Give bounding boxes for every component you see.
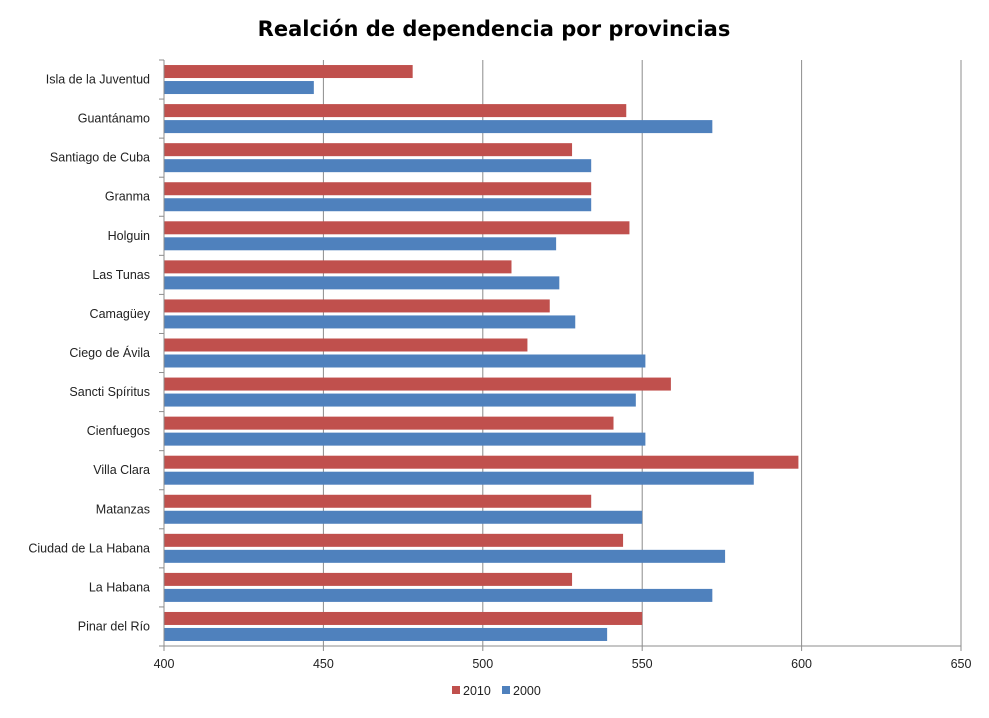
bar-2000-9 <box>164 432 646 446</box>
category-label: Guantánamo <box>78 112 150 126</box>
category-label: Ciego de Ávila <box>69 345 150 360</box>
category-label: Pinar del Río <box>78 619 150 633</box>
axes <box>159 59 962 651</box>
legend: 2010 2000 <box>452 684 541 698</box>
bar-2000-4 <box>164 237 557 251</box>
bar-2010-7 <box>164 338 528 352</box>
bar-2000-13 <box>164 588 713 602</box>
category-label: Holguin <box>108 229 150 243</box>
category-label: Las Tunas <box>92 268 150 282</box>
bar-2010-2 <box>164 143 573 157</box>
category-label: La Habana <box>89 580 150 594</box>
bar-2000-8 <box>164 393 636 407</box>
category-label: Isla de la Juventud <box>46 73 150 87</box>
chart-title: Realción de dependencia por provincias <box>258 17 731 41</box>
bar-2010-0 <box>164 65 413 79</box>
category-label: Villa Clara <box>93 463 150 477</box>
x-tick-label-450: 450 <box>313 657 334 671</box>
bar-2000-14 <box>164 627 608 641</box>
category-label: Matanzas <box>96 502 150 516</box>
bars <box>164 65 799 641</box>
bar-2010-8 <box>164 377 671 391</box>
bar-2000-0 <box>164 81 314 95</box>
category-labels: Isla de la Juventud Guantánamo Santiago de… <box>28 73 150 634</box>
bar-2000-6 <box>164 315 576 329</box>
bar-2000-10 <box>164 471 754 485</box>
bar-2000-2 <box>164 159 592 173</box>
bar-2000-5 <box>164 276 560 290</box>
bar-2000-12 <box>164 549 726 563</box>
bar-2010-12 <box>164 533 624 547</box>
x-tick-label-400: 400 <box>154 657 175 671</box>
bar-2010-1 <box>164 104 627 118</box>
category-label: Cienfuegos <box>87 424 150 438</box>
bar-2000-3 <box>164 198 592 212</box>
bar-2010-3 <box>164 182 592 196</box>
bar-2000-7 <box>164 354 646 368</box>
bar-2010-9 <box>164 416 614 430</box>
category-label: Camagüey <box>90 307 151 321</box>
x-tick-label-600: 600 <box>791 657 812 671</box>
legend-swatch-2000 <box>502 686 510 694</box>
category-label: Santiago de Cuba <box>50 151 150 165</box>
legend-label-2000: 2000 <box>513 684 541 698</box>
bar-2010-4 <box>164 221 630 235</box>
bar-2010-11 <box>164 494 592 508</box>
bar-2000-1 <box>164 120 713 134</box>
x-tick-label-550: 550 <box>632 657 653 671</box>
category-label: Sancti Spíritus <box>69 385 150 399</box>
category-label: Ciudad de La Habana <box>28 541 150 555</box>
gridlines <box>322 60 962 646</box>
x-tick-label-650: 650 <box>951 657 972 671</box>
category-label: Granma <box>105 190 150 204</box>
bar-2010-13 <box>164 572 573 586</box>
legend-swatch-2010 <box>452 686 460 694</box>
bar-2010-6 <box>164 299 550 313</box>
bar-2000-11 <box>164 510 643 524</box>
x-tick-labels: 400 450 500 550 600 650 <box>154 657 972 671</box>
bar-2010-10 <box>164 455 799 469</box>
legend-label-2010: 2010 <box>463 684 491 698</box>
bar-2010-5 <box>164 260 512 274</box>
x-tick-label-500: 500 <box>472 657 493 671</box>
bar-2010-14 <box>164 611 643 625</box>
